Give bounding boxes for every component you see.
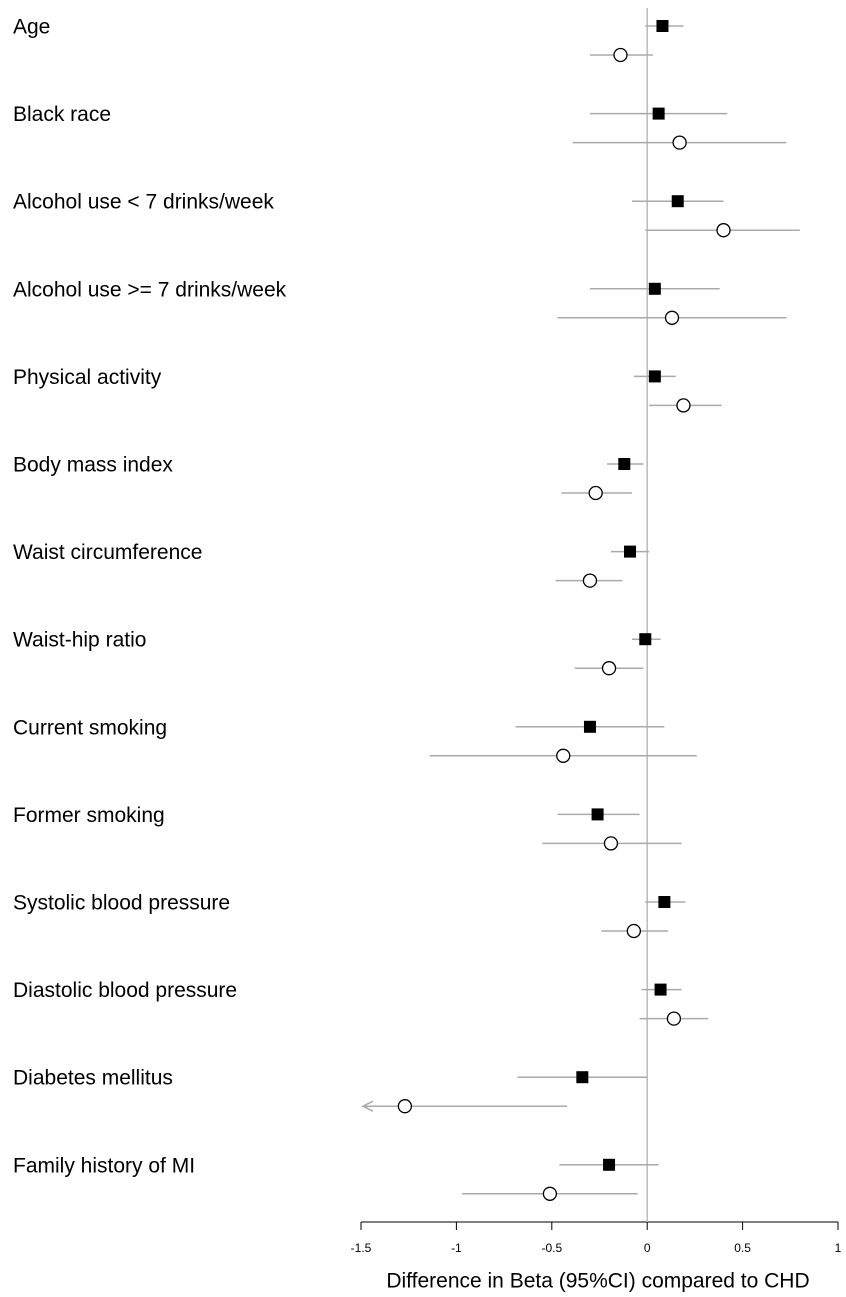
point-estimate xyxy=(639,633,652,646)
point-estimate xyxy=(588,485,603,501)
point-estimate xyxy=(603,1158,616,1171)
category-label: Systolic blood pressure xyxy=(13,892,230,915)
point-estimate xyxy=(618,458,631,470)
point-estimate xyxy=(542,1186,558,1201)
x-tick-label: 0.5 xyxy=(734,1241,751,1255)
category-label: Physical activity xyxy=(13,366,162,389)
truncation-arrow xyxy=(361,1100,374,1112)
point-estimate xyxy=(648,282,661,295)
point-estimate xyxy=(601,661,617,676)
point-estimate xyxy=(624,545,637,558)
point-estimate xyxy=(556,748,571,763)
category-label: Body mass index xyxy=(13,454,173,477)
category-label: Black race xyxy=(13,103,111,126)
point-estimate xyxy=(583,720,596,733)
point-estimate xyxy=(676,398,691,413)
category-label: Waist-hip ratio xyxy=(13,629,146,652)
category-label: Waist circumference xyxy=(13,541,202,564)
point-estimate xyxy=(603,836,619,851)
category-label: Diabetes mellitus xyxy=(13,1067,173,1090)
point-estimate xyxy=(626,923,641,939)
point-estimate xyxy=(576,1071,589,1084)
category-label: Diastolic blood pressure xyxy=(13,979,237,1002)
point-estimate xyxy=(658,896,671,908)
point-estimate xyxy=(648,370,661,383)
point-estimate xyxy=(671,195,684,208)
point-estimate xyxy=(652,107,665,120)
x-axis-label: Difference in Beta (95%CI) compared to C… xyxy=(386,1270,809,1293)
x-tick-label: -1.5 xyxy=(351,1241,372,1255)
category-label: Age xyxy=(13,16,50,39)
x-tick-label: -1 xyxy=(451,1241,462,1255)
category-label: Family history of MI xyxy=(13,1154,195,1177)
point-estimate xyxy=(672,135,687,150)
category-label: Current smoking xyxy=(13,716,167,739)
point-estimate xyxy=(613,47,628,63)
x-tick-label: 1 xyxy=(835,1241,842,1255)
point-estimate xyxy=(654,983,667,996)
category-label: Former smoking xyxy=(13,804,165,827)
point-estimate xyxy=(591,808,604,821)
point-estimate xyxy=(716,223,731,238)
category-label: Alcohol use >= 7 drinks/week xyxy=(13,278,287,301)
category-label: Alcohol use < 7 drinks/week xyxy=(13,191,274,214)
point-estimate xyxy=(666,1011,682,1026)
point-estimate xyxy=(582,573,598,588)
point-estimate xyxy=(656,20,669,32)
x-tick-label: -0.5 xyxy=(541,1241,562,1255)
x-tick-label: 0 xyxy=(644,1241,651,1255)
point-estimate xyxy=(397,1099,413,1114)
point-estimate xyxy=(664,310,680,325)
